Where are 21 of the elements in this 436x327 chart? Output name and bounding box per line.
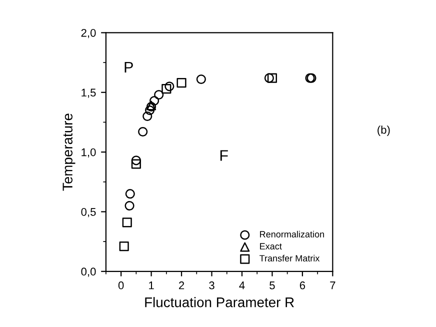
x-tick-label: 3: [209, 281, 214, 290]
y-tick-label: 1,0: [82, 148, 96, 158]
annotation: P: [124, 62, 133, 72]
x-tick-label: 1: [149, 282, 154, 290]
x-axis-title: Fluctuation Parameter R: [145, 297, 294, 308]
y-tick-label: 0,5: [81, 208, 96, 218]
legend-label: Transfer Matrix: [260, 254, 320, 262]
text: (b): [378, 126, 390, 136]
x-tick-label: 6: [300, 281, 306, 290]
annotation: F: [220, 150, 228, 161]
y-tick-label: 2,0: [81, 28, 96, 38]
legend-label: Renormalization: [260, 230, 324, 238]
x-tick-label: 7: [330, 282, 336, 290]
y-tick-label: 1,5: [82, 88, 96, 98]
y-tick-label: 0,0: [81, 268, 96, 277]
legend-label: Exact: [260, 243, 282, 250]
x-tick-label: 0: [118, 281, 124, 290]
x-tick-label: 2: [178, 281, 184, 290]
x-tick-label: 4: [239, 282, 245, 290]
y-axis-title: Temperature: [62, 114, 76, 191]
x-tick-label: 5: [270, 282, 275, 290]
